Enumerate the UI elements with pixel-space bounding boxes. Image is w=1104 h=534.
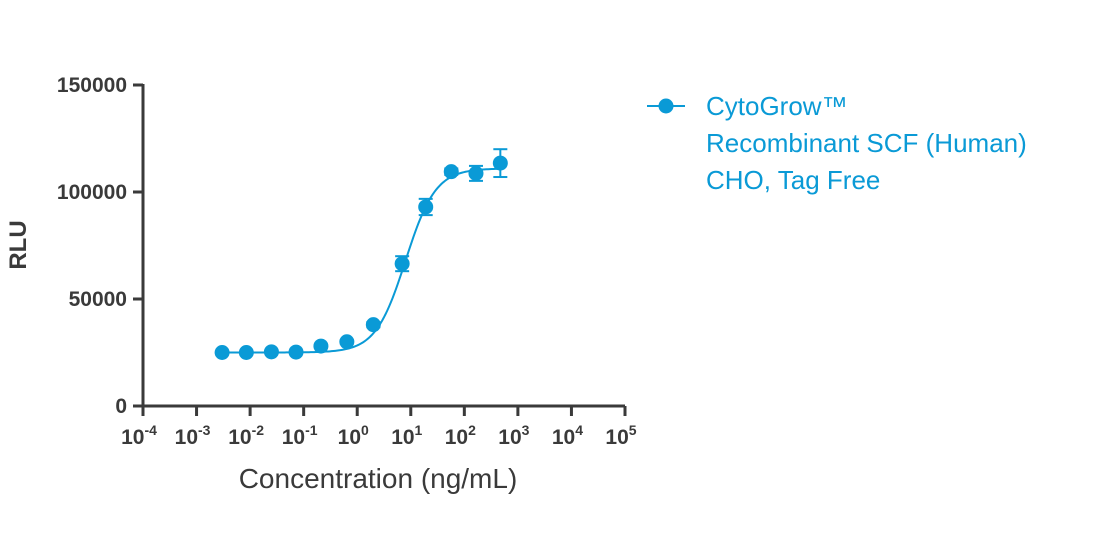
x-tick-label: 10-4 <box>121 422 157 449</box>
legend: CytoGrow™ Recombinant SCF (Human) CHO, Tag… <box>647 91 1027 195</box>
x-tick-label: 103 <box>498 422 529 449</box>
data-point <box>214 345 230 360</box>
x-tick-label: 10-2 <box>228 422 264 449</box>
data-point <box>468 165 484 181</box>
y-tick-label: 50000 <box>69 288 127 311</box>
x-axis: 10-4 10-3 10-2 10-1 100 101 102 103 104 105 <box>121 404 637 449</box>
data-point <box>365 317 381 333</box>
x-axis-title: Concentration (ng/mL) <box>239 463 518 494</box>
fit-curve <box>222 167 501 354</box>
x-tick-label: 10-1 <box>282 422 318 449</box>
y-tick-label: 150000 <box>57 74 127 97</box>
y-tick-label: 0 <box>115 395 127 418</box>
data-point <box>313 338 329 354</box>
y-axis-title: RLU <box>5 220 32 269</box>
x-tick-label: 100 <box>338 422 369 449</box>
data-point <box>263 344 279 360</box>
legend-marker <box>658 98 674 114</box>
data-point <box>288 344 304 360</box>
legend-label: CytoGrow™ Recombinant SCF (Human) CHO, Tag… <box>706 91 1027 195</box>
x-tick-label: 10-3 <box>175 422 211 449</box>
y-axis: 0 50000 100000 150000 <box>57 74 145 418</box>
y-tick-label: 100000 <box>57 181 127 204</box>
data-point <box>238 345 254 360</box>
x-tick-label: 105 <box>605 422 636 449</box>
x-tick-label: 102 <box>445 422 476 449</box>
x-tick-label: 104 <box>552 422 583 449</box>
data-point <box>443 164 459 180</box>
data-point <box>492 155 508 171</box>
data-point <box>394 256 410 272</box>
data-point <box>418 199 434 215</box>
x-tick-label: 101 <box>391 422 422 449</box>
data-point <box>339 334 355 350</box>
plot-area <box>214 148 508 360</box>
